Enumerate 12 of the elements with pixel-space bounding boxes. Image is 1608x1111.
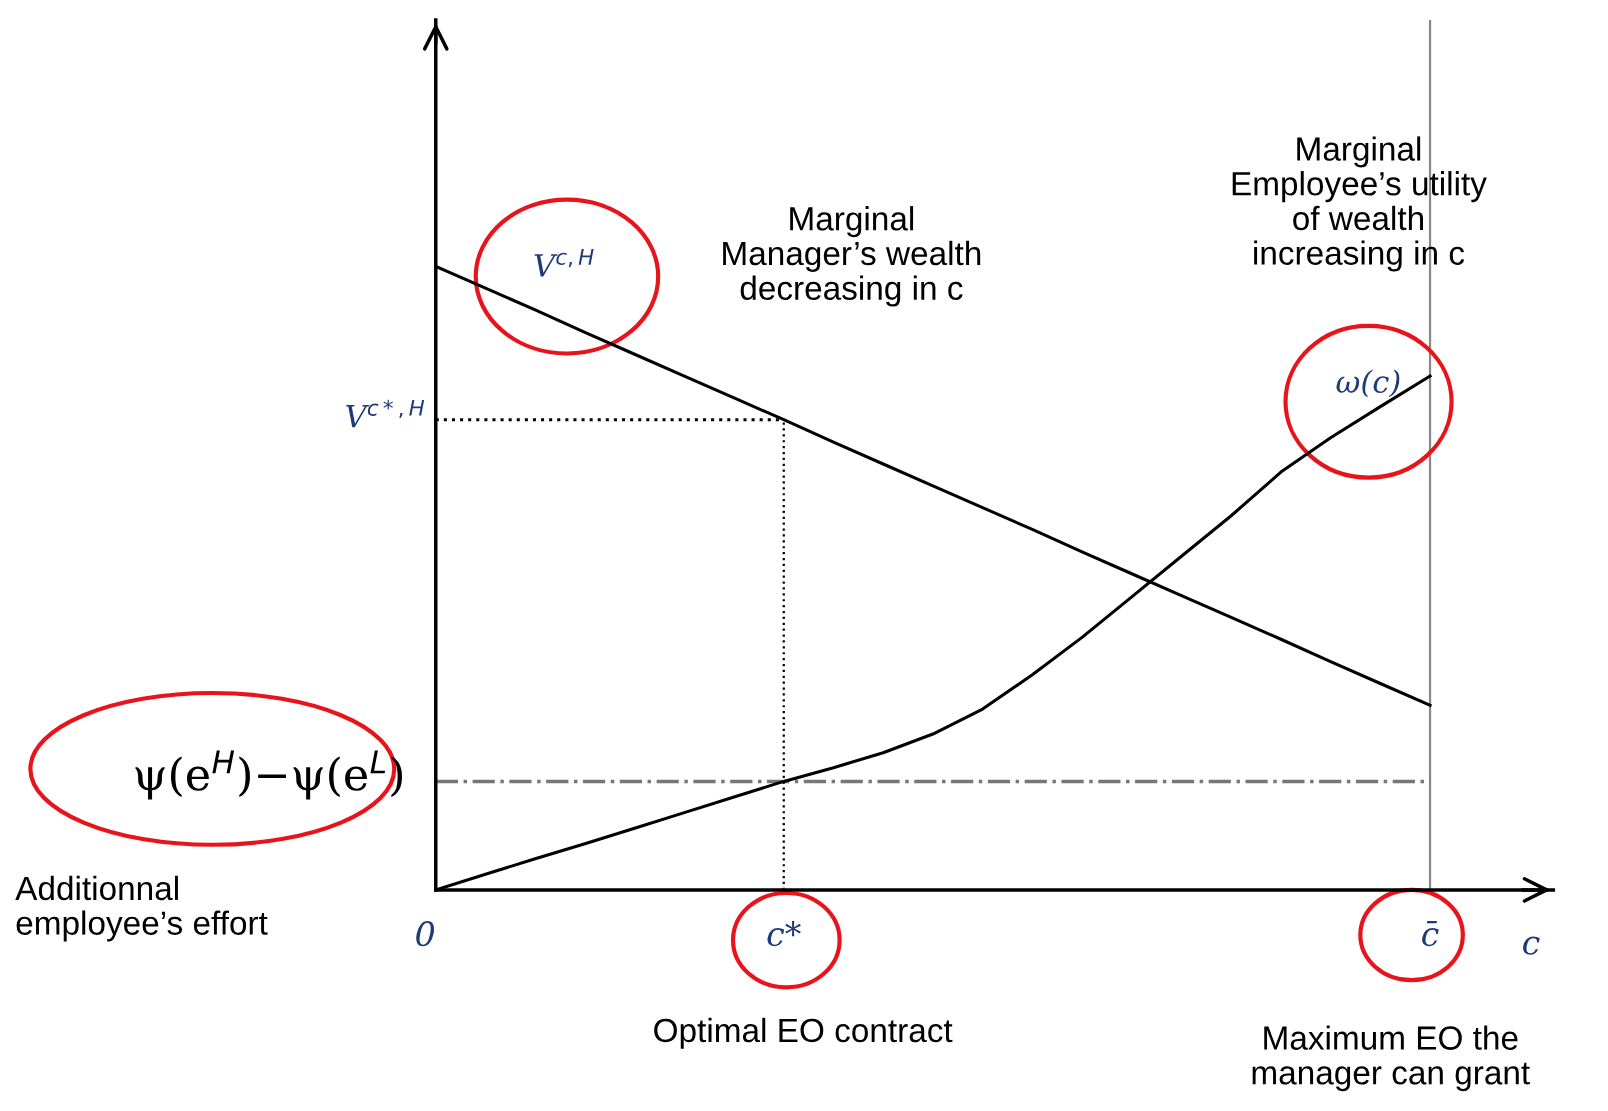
x-axis-title: c [1523, 936, 1540, 955]
text: Optimal EO contract [654, 1017, 953, 1049]
annotation: Marginal Employee’s utility of wealth increasing in c [1232, 136, 1487, 272]
text: Maximum EO the manager can grant [1252, 1025, 1530, 1092]
annotation: V$^{c,H}$ [534, 249, 594, 277]
text: Additionnal employee’s effort [15, 875, 268, 942]
annotation: ω(c) [1336, 369, 1400, 398]
annotation: Marginal Manager’s wealth decreasing in c [723, 206, 981, 307]
x-tick-label: 0 [416, 921, 435, 947]
text: V$^{c*,H}$ [346, 399, 425, 428]
x-tick-label: c* [767, 921, 801, 947]
x-tick-label: c̄ [1422, 920, 1439, 947]
